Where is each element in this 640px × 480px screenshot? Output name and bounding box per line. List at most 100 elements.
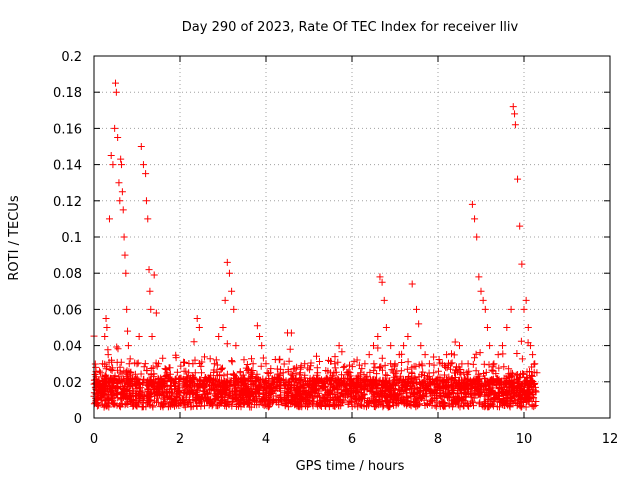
data-point <box>327 369 334 377</box>
data-point <box>451 338 459 346</box>
data-point <box>228 287 236 295</box>
data-point <box>210 360 218 368</box>
data-point <box>236 369 244 377</box>
data-point <box>101 333 109 341</box>
data-point <box>232 342 240 350</box>
data-point <box>357 369 365 377</box>
data-point <box>139 161 147 169</box>
data-point <box>415 320 423 328</box>
data-point <box>284 329 291 337</box>
data-point <box>378 278 386 286</box>
data-point <box>460 369 468 377</box>
data-point <box>296 369 304 377</box>
data-point <box>198 369 205 377</box>
data-point <box>529 351 537 359</box>
data-point <box>516 222 524 230</box>
data-point <box>507 305 515 313</box>
data-point <box>145 266 153 274</box>
data-point <box>109 161 117 169</box>
data-point <box>258 342 266 350</box>
data-point <box>400 342 408 350</box>
data-point <box>127 369 135 377</box>
grid-lines <box>94 56 610 418</box>
data-point <box>443 351 451 359</box>
data-point <box>241 378 248 386</box>
data-point <box>503 324 511 331</box>
data-point <box>477 287 485 295</box>
data-point <box>486 342 494 350</box>
data-point <box>230 305 238 313</box>
data-point <box>479 296 487 304</box>
data-point <box>112 88 120 96</box>
data-point <box>522 296 530 304</box>
data-point <box>365 351 373 359</box>
data-point <box>335 342 343 350</box>
data-point <box>176 374 184 382</box>
data-point <box>314 369 322 377</box>
noise-floor-markers <box>90 329 540 411</box>
data-point <box>223 258 231 266</box>
data-point <box>107 152 115 160</box>
data-point <box>124 327 132 335</box>
data-point <box>425 360 433 368</box>
data-point <box>471 215 479 223</box>
data-point <box>146 287 154 295</box>
data-point <box>456 342 463 350</box>
data-point <box>481 305 489 313</box>
data-point <box>288 378 296 386</box>
data-point <box>155 360 162 368</box>
data-point <box>142 170 150 178</box>
data-point <box>105 215 113 223</box>
data-point <box>266 369 274 377</box>
data-point <box>129 374 137 382</box>
data-point <box>509 103 517 111</box>
data-point <box>96 369 104 377</box>
data-point <box>483 324 491 331</box>
data-point <box>172 378 180 386</box>
data-point <box>125 360 133 368</box>
data-point <box>206 374 214 382</box>
data-point <box>305 378 313 386</box>
y-tick-label: 0.06 <box>53 303 82 318</box>
y-tick-label: 0 <box>74 412 82 427</box>
y-tick-label: 0.02 <box>53 376 82 391</box>
data-points <box>90 79 541 400</box>
data-point <box>344 369 352 377</box>
x-axis-label: GPS time / hours <box>296 459 405 474</box>
data-point <box>148 333 156 341</box>
data-point <box>152 309 160 317</box>
data-point <box>475 273 483 281</box>
data-point <box>221 296 229 304</box>
data-point <box>112 79 119 87</box>
data-point <box>193 314 201 322</box>
data-point <box>494 351 502 359</box>
data-point <box>116 197 124 205</box>
data-point <box>301 360 309 368</box>
data-point <box>121 251 129 259</box>
data-point <box>92 363 100 371</box>
data-point <box>395 351 403 359</box>
data-point <box>511 121 519 129</box>
data-point <box>417 342 425 350</box>
data-point <box>119 206 127 214</box>
data-point <box>518 260 526 268</box>
x-tick-label: 10 <box>516 432 533 447</box>
data-point <box>374 333 382 341</box>
data-point <box>157 374 165 382</box>
data-point <box>511 110 519 118</box>
data-point <box>135 333 143 341</box>
data-point <box>249 360 257 368</box>
y-tick-label: 0.16 <box>53 122 82 137</box>
data-point <box>352 374 360 382</box>
x-axis-ticks: 0 2 4 6 8 10 12 <box>90 56 618 447</box>
data-point <box>348 378 356 386</box>
data-point <box>256 333 264 341</box>
y-tick-label: 0.04 <box>53 340 82 355</box>
data-point <box>387 342 395 350</box>
data-point <box>104 351 112 359</box>
data-point <box>99 360 107 368</box>
data-point <box>262 360 270 368</box>
data-point <box>95 381 103 389</box>
data-point <box>118 188 126 196</box>
data-point <box>376 273 384 281</box>
